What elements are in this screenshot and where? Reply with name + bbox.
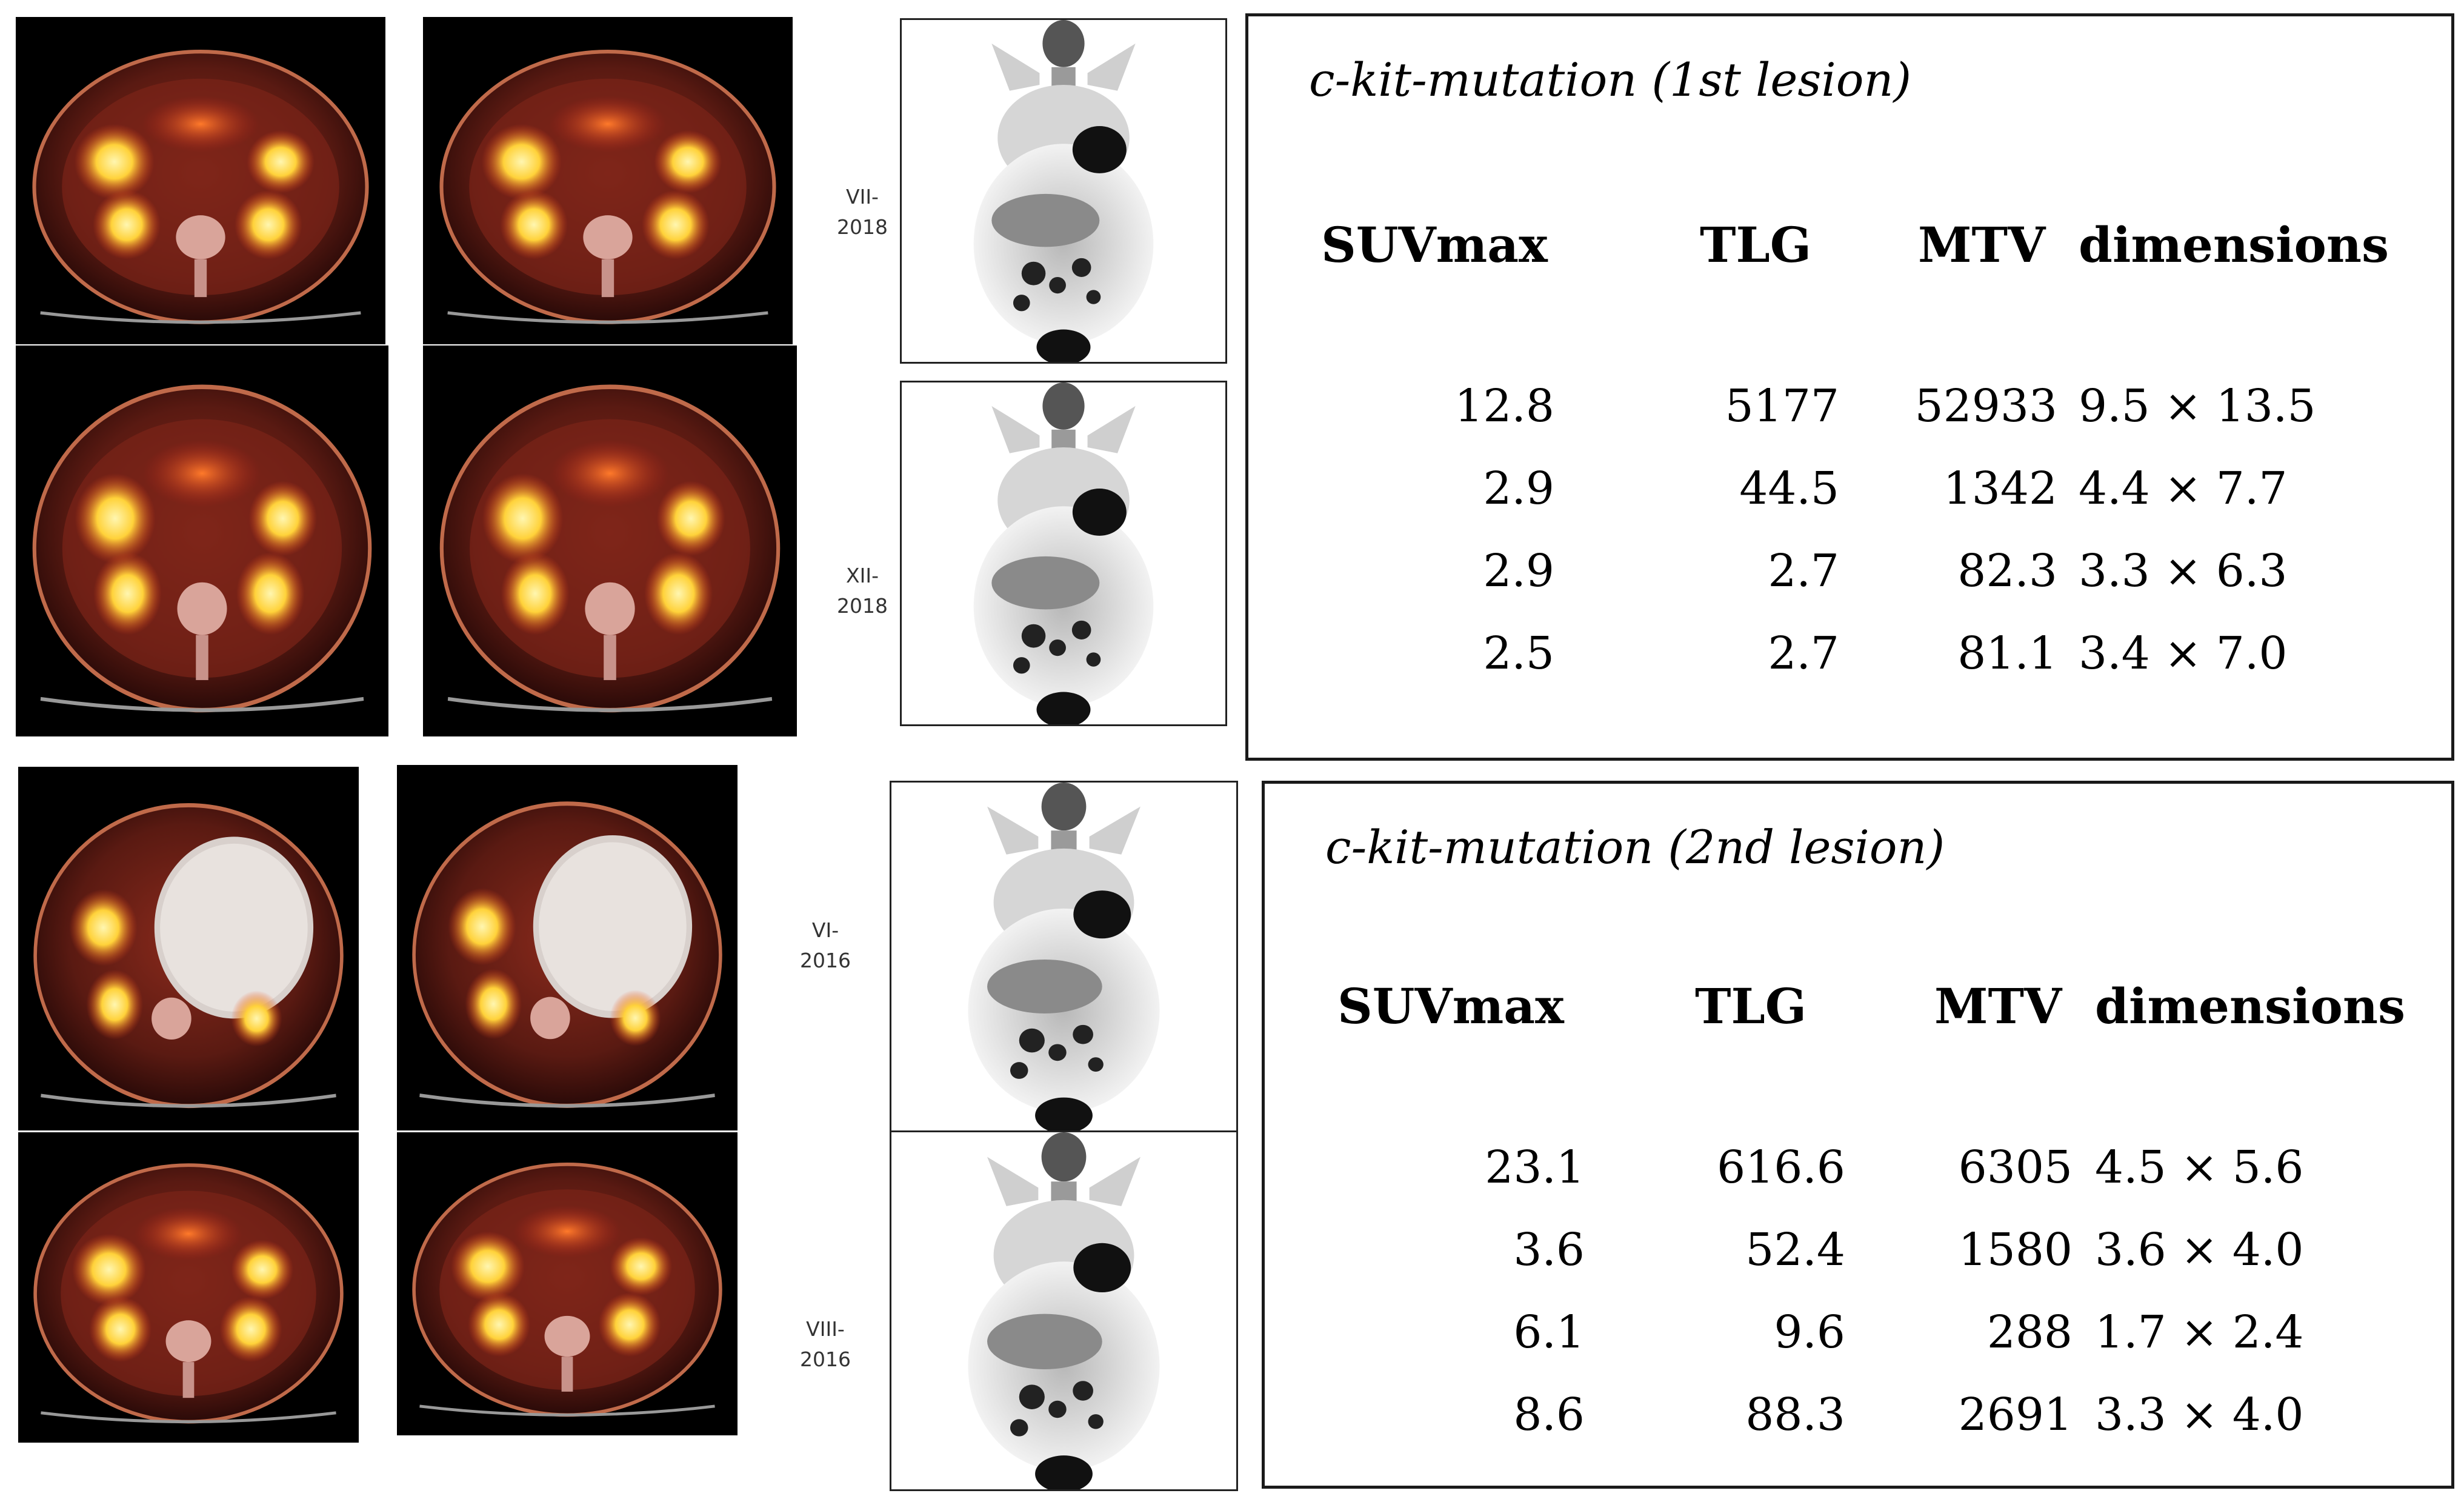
header-suvmax-top: SUVmax — [1321, 216, 1548, 273]
cell-top-r1-mtv: 52933 — [1914, 380, 2057, 432]
header-dimensions-top: dimensions — [2079, 216, 2389, 273]
axial-scan-bottom-4 — [397, 1132, 738, 1435]
date-label-top-2: XII- 2018 — [837, 564, 888, 618]
cell-top-r2-suvmax: 2.9 — [1483, 462, 1554, 515]
lesion-table-bottom: c-kit-mutation (2nd lesion) SUVmax TLG M… — [1262, 781, 2454, 1489]
axial-scan-top-2 — [423, 17, 793, 344]
cell-bottom-r3-tlg: 9.6 — [1774, 1306, 1845, 1358]
mip-scan-top-1 — [900, 18, 1227, 364]
table-title-top: c-kit-mutation (1st lesion) — [1309, 53, 1912, 107]
header-mtv-bottom: MTV — [1934, 978, 2062, 1035]
axial-scan-top-3 — [16, 346, 388, 736]
cell-bottom-r3-suvmax: 6.1 — [1513, 1306, 1585, 1358]
cell-bottom-r4-tlg: 88.3 — [1745, 1389, 1845, 1441]
header-tlg-bottom: TLG — [1695, 978, 1807, 1035]
cell-top-r2-tlg: 44.5 — [1739, 462, 1839, 515]
cell-bottom-r2-mtv: 1580 — [1958, 1224, 2073, 1276]
cell-top-r3-tlg: 2.7 — [1768, 545, 1839, 597]
axial-scan-top-1 — [16, 17, 385, 344]
cell-bottom-r2-tlg: 52.4 — [1745, 1224, 1845, 1276]
date-label-bottom-2: VIII- 2016 — [800, 1317, 851, 1371]
cell-top-r1-suvmax: 12.8 — [1454, 380, 1554, 432]
cell-bottom-r4-dim: 3.3 × 4.0 — [2095, 1389, 2304, 1441]
cell-top-r1-dim: 9.5 × 13.5 — [2079, 380, 2316, 432]
cell-bottom-r1-dim: 4.5 × 5.6 — [2095, 1141, 2304, 1194]
cell-top-r4-mtv: 81.1 — [1957, 627, 2057, 679]
lesion-table-top: c-kit-mutation (1st lesion) SUVmax TLG M… — [1245, 13, 2454, 761]
cell-bottom-r4-suvmax: 8.6 — [1513, 1389, 1585, 1441]
cell-bottom-r2-suvmax: 3.6 — [1513, 1224, 1585, 1276]
cell-top-r4-tlg: 2.7 — [1768, 627, 1839, 679]
header-mtv-top: MTV — [1918, 216, 2046, 273]
cell-bottom-r3-mtv: 288 — [1986, 1306, 2073, 1358]
cell-top-r4-suvmax: 2.5 — [1483, 627, 1554, 679]
cell-top-r2-dim: 4.4 × 7.7 — [2079, 462, 2288, 515]
mip-scan-bottom-1 — [890, 781, 1238, 1132]
axial-scan-bottom-1 — [18, 767, 359, 1130]
cell-bottom-r3-dim: 1.7 × 2.4 — [2095, 1306, 2304, 1358]
mip-scan-top-2 — [900, 381, 1227, 726]
cell-top-r3-mtv: 82.3 — [1957, 545, 2057, 597]
cell-top-r4-dim: 3.4 × 7.0 — [2079, 627, 2288, 679]
table-title-bottom: c-kit-mutation (2nd lesion) — [1325, 820, 1945, 874]
date-label-top-1: VII- 2018 — [837, 185, 888, 239]
header-dimensions-bottom: dimensions — [2095, 978, 2406, 1035]
cell-bottom-r1-tlg: 616.6 — [1717, 1141, 1845, 1194]
cell-top-r2-mtv: 1342 — [1943, 462, 2057, 515]
cell-top-r3-suvmax: 2.9 — [1483, 545, 1554, 597]
cell-bottom-r2-dim: 3.6 × 4.0 — [2095, 1224, 2304, 1276]
axial-scan-bottom-3 — [18, 1132, 359, 1443]
date-label-bottom-1: VI- 2016 — [800, 918, 851, 972]
cell-bottom-r4-mtv: 2691 — [1958, 1389, 2073, 1441]
header-suvmax-bottom: SUVmax — [1337, 978, 1564, 1035]
mip-scan-bottom-2 — [890, 1130, 1238, 1491]
axial-scan-bottom-2 — [397, 765, 738, 1130]
cell-bottom-r1-mtv: 6305 — [1958, 1141, 2073, 1194]
axial-scan-top-4 — [423, 346, 797, 736]
header-tlg-top: TLG — [1700, 216, 1812, 273]
cell-bottom-r1-suvmax: 23.1 — [1485, 1141, 1585, 1194]
cell-top-r1-tlg: 5177 — [1725, 380, 1839, 432]
cell-top-r3-dim: 3.3 × 6.3 — [2079, 545, 2288, 597]
